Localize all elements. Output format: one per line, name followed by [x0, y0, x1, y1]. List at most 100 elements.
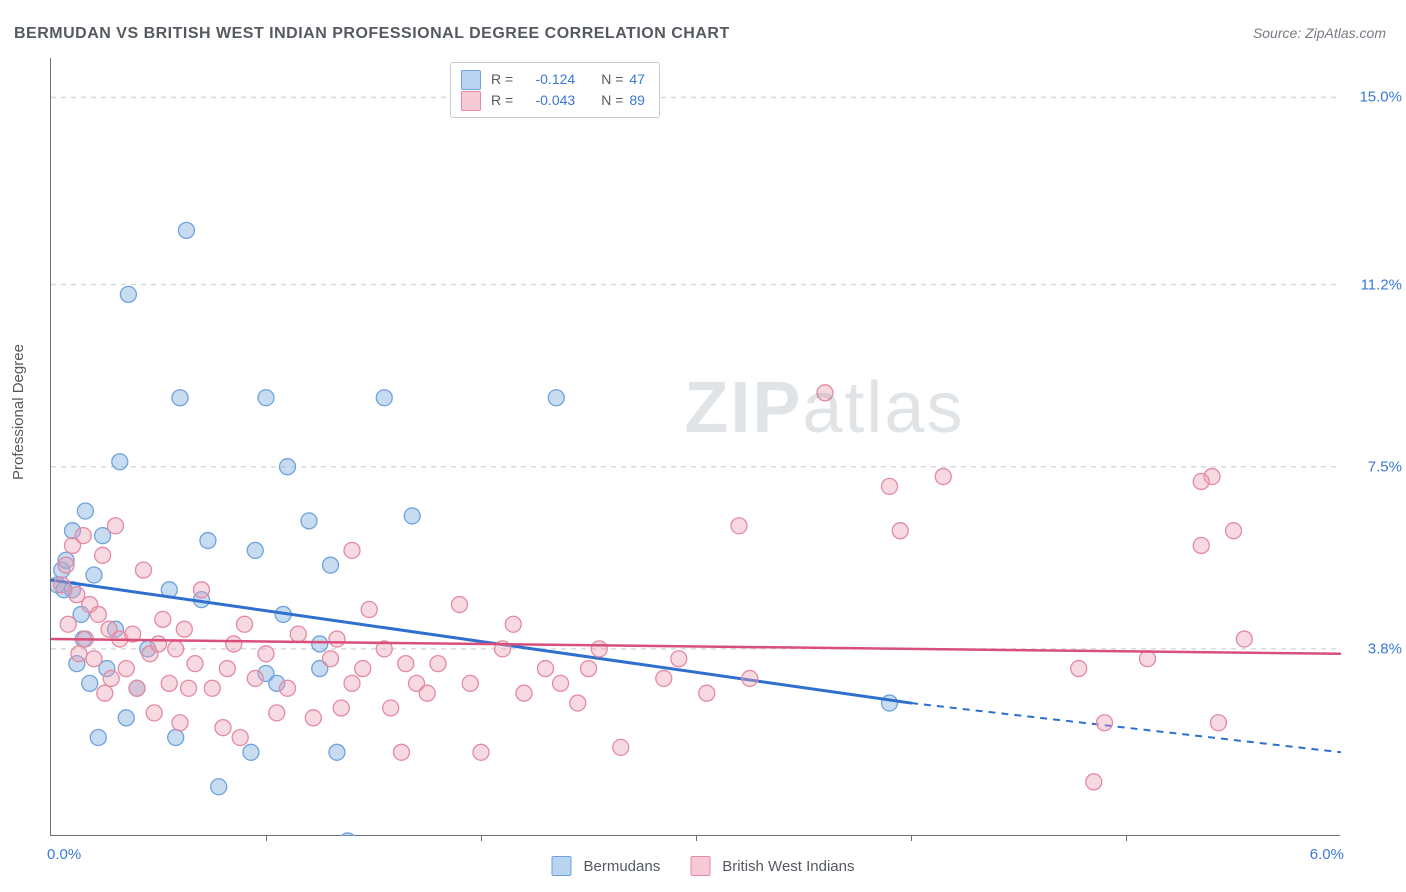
data-point	[280, 680, 296, 696]
legend-swatch	[461, 70, 481, 90]
data-point	[548, 390, 564, 406]
data-point	[86, 567, 102, 583]
x-minor-tick	[696, 835, 697, 841]
data-point	[1193, 473, 1209, 489]
data-point	[129, 680, 145, 696]
legend-series-item: Bermudans	[552, 856, 661, 876]
data-point	[398, 656, 414, 672]
data-point	[90, 730, 106, 746]
legend-series-label: British West Indians	[722, 858, 854, 875]
n-label: N =	[601, 90, 623, 111]
data-point	[194, 582, 210, 598]
trend-line	[51, 639, 1341, 654]
data-point	[1210, 715, 1226, 731]
data-point	[95, 547, 111, 563]
x-minor-tick	[1126, 835, 1127, 841]
data-point	[323, 557, 339, 573]
data-point	[613, 739, 629, 755]
data-point	[355, 661, 371, 677]
n-value: 47	[629, 69, 645, 90]
data-point	[204, 680, 220, 696]
data-point	[146, 705, 162, 721]
legend-swatch	[461, 91, 481, 111]
n-value: 89	[629, 90, 645, 111]
data-point	[419, 685, 435, 701]
data-point	[118, 710, 134, 726]
data-point	[108, 518, 124, 534]
data-point	[553, 675, 569, 691]
data-point	[237, 616, 253, 632]
data-point	[430, 656, 446, 672]
correlation-legend: R =-0.124N =47R =-0.043N =89	[450, 62, 660, 118]
data-point	[570, 695, 586, 711]
data-point	[742, 670, 758, 686]
data-point	[591, 641, 607, 657]
data-point	[243, 744, 259, 760]
data-point	[323, 651, 339, 667]
legend-swatch	[552, 856, 572, 876]
data-point	[473, 744, 489, 760]
data-point	[882, 478, 898, 494]
data-point	[538, 661, 554, 677]
data-point	[247, 542, 263, 558]
data-point	[1140, 651, 1156, 667]
data-point	[333, 700, 349, 716]
x-minor-tick	[481, 835, 482, 841]
data-point	[1226, 523, 1242, 539]
data-point	[232, 730, 248, 746]
data-point	[301, 513, 317, 529]
legend-series-item: British West Indians	[690, 856, 854, 876]
data-point	[120, 286, 136, 302]
r-label: R =	[491, 69, 513, 90]
data-point	[383, 700, 399, 716]
data-point	[247, 670, 263, 686]
scatter-plot-area: ZIPatlas 0.0% 6.0% 15.0%11.2%7.5%3.8%	[50, 58, 1340, 836]
data-point	[181, 680, 197, 696]
data-point	[361, 601, 377, 617]
data-point	[60, 616, 76, 632]
y-tick-label: 3.8%	[1368, 640, 1402, 657]
x-tick-left: 0.0%	[47, 846, 81, 863]
data-point	[226, 636, 242, 652]
data-point	[135, 562, 151, 578]
data-point	[258, 646, 274, 662]
y-tick-label: 11.2%	[1361, 276, 1402, 293]
chart-title: BERMUDAN VS BRITISH WEST INDIAN PROFESSI…	[14, 25, 730, 43]
data-point	[82, 675, 98, 691]
data-point	[151, 636, 167, 652]
data-point	[817, 385, 833, 401]
plot-svg	[51, 58, 1341, 836]
data-point	[393, 744, 409, 760]
data-point	[168, 730, 184, 746]
data-point	[305, 710, 321, 726]
data-point	[178, 222, 194, 238]
r-label: R =	[491, 90, 513, 111]
data-point	[215, 720, 231, 736]
x-minor-tick	[266, 835, 267, 841]
data-point	[168, 641, 184, 657]
data-point	[344, 675, 360, 691]
r-value: -0.043	[519, 90, 575, 111]
data-point	[731, 518, 747, 534]
data-point	[161, 675, 177, 691]
data-point	[103, 670, 119, 686]
trend-line-extrapolated	[911, 703, 1341, 752]
legend-correlation-row: R = -0.043 N = 89	[461, 90, 645, 111]
data-point	[1097, 715, 1113, 731]
data-point	[935, 469, 951, 485]
data-point	[176, 621, 192, 637]
data-point	[882, 695, 898, 711]
data-point	[269, 705, 285, 721]
data-point	[75, 528, 91, 544]
legend-swatch	[690, 856, 710, 876]
data-point	[58, 557, 74, 573]
data-point	[172, 715, 188, 731]
data-point	[452, 597, 468, 613]
data-point	[90, 606, 106, 622]
data-point	[71, 646, 87, 662]
data-point	[671, 651, 687, 667]
data-point	[155, 611, 171, 627]
data-point	[77, 503, 93, 519]
data-point	[329, 631, 345, 647]
data-point	[54, 577, 70, 593]
